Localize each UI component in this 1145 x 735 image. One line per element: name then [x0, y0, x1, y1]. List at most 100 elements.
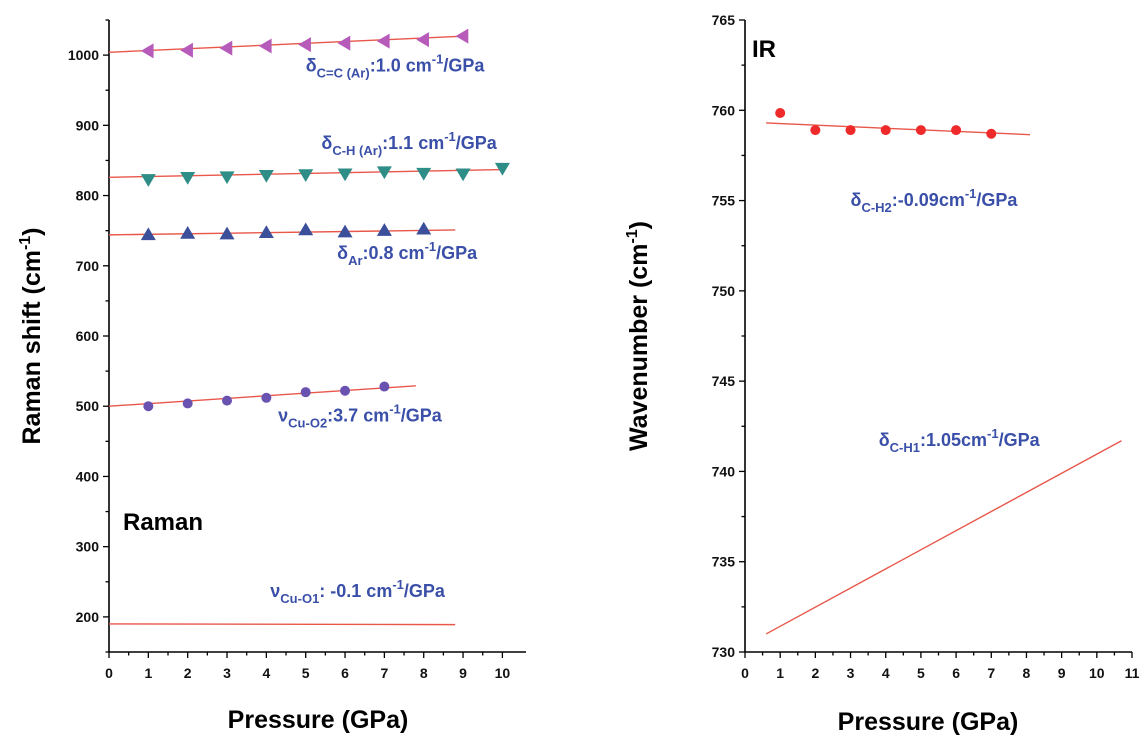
data-point-circle: [300, 387, 311, 398]
data-point-triangle: [416, 167, 432, 181]
annotation-subscript: Ar: [348, 253, 362, 268]
annotation-symbol: δ: [306, 55, 317, 75]
data-point-circle: [261, 392, 272, 403]
data-series: δC-H2:-0.09cm-1/GPa: [766, 107, 1031, 215]
annotation-subscript: C=C (Ar): [317, 65, 370, 80]
annotation-subscript: Cu-O2: [288, 416, 327, 431]
data-point-triangle: [298, 37, 311, 53]
slope-annotation: νCu-O2:3.7 cm-1/GPa: [278, 402, 443, 431]
annotation-symbol: δ: [879, 430, 890, 450]
y-tick-label: 700: [76, 258, 100, 274]
x-tick-label: 8: [1023, 665, 1031, 681]
annotation-subscript: C-H1: [890, 440, 920, 455]
x-tick-label: 1: [776, 665, 784, 681]
data-point-triangle: [180, 225, 196, 239]
y-tick-label: 1000: [68, 47, 99, 63]
annotation-symbol: ν: [278, 406, 288, 426]
data-point-circle: [845, 125, 856, 136]
x-tick-label: 0: [741, 665, 749, 681]
y-tick-label: 400: [76, 468, 100, 484]
data-point-circle: [986, 128, 997, 139]
y-tick-label: 735: [712, 554, 736, 570]
y-tick-label: 300: [76, 539, 100, 555]
linear-fit-line: [766, 122, 1031, 136]
x-tick-label: 3: [223, 665, 231, 681]
annotation-superscript: -1: [987, 426, 999, 441]
x-tick-label: 2: [184, 665, 192, 681]
x-tick-label: 3: [847, 665, 855, 681]
panel-label: Raman: [123, 509, 203, 536]
annotation-superscript: -1: [444, 129, 456, 144]
x-tick-label: 0: [105, 665, 113, 681]
data-point-triangle: [455, 168, 471, 182]
x-tick-label: 6: [952, 665, 960, 681]
annotation-unit: /GPa: [456, 133, 498, 153]
annotation-slope: : -0.1 cm: [319, 581, 392, 601]
x-tick-label: 5: [302, 665, 310, 681]
slope-annotation: δC-H1:1.05cm-1/GPa: [879, 426, 1041, 455]
data-point-triangle: [416, 221, 432, 235]
panel-label: IR: [752, 36, 776, 63]
data-point-triangle: [337, 35, 351, 51]
raman-panel: 0 1 2 3 4 5 6 7 8 9 10 200 300 400 500 600 700 800 900 1000…: [17, 19, 526, 734]
data-point-triangle: [258, 225, 274, 239]
data-point-triangle: [258, 38, 272, 54]
annotation-slope: :0.8 cm: [363, 243, 425, 263]
data-point-triangle: [219, 40, 233, 56]
data-point-triangle: [376, 223, 392, 236]
x-tick-label: 5: [917, 665, 925, 681]
data-point-triangle: [298, 169, 314, 182]
annotation-slope: :1.05cm: [920, 430, 987, 450]
data-point-triangle: [219, 226, 235, 240]
data-point-triangle: [376, 33, 390, 49]
data-point-triangle: [180, 172, 196, 185]
data-point-triangle: [416, 32, 429, 48]
annotation-unit: /GPa: [436, 243, 478, 263]
x-tick-label: 4: [262, 665, 270, 681]
annotation-superscript: -1: [965, 186, 977, 201]
x-tick-label: 6: [341, 665, 349, 681]
x-tick-label: 8: [420, 665, 428, 681]
x-tick-label: 10: [495, 665, 511, 681]
y-axis-title-group: Wavenumber (cm-1): [624, 221, 653, 451]
annotation-unit: /GPa: [443, 55, 485, 75]
linear-fit-line: [765, 440, 1122, 635]
y-axis-title-sup: -1: [17, 236, 34, 250]
data-point-triangle: [140, 174, 156, 187]
linear-fit-line: [108, 623, 456, 626]
x-tick-label: 7: [987, 665, 995, 681]
y-axis-title-close: ): [18, 227, 46, 235]
x-tick-label: 10: [1089, 665, 1105, 681]
y-tick-label: 740: [712, 463, 736, 479]
slope-annotation: νCu-O1: -0.1 cm-1/GPa: [270, 577, 446, 606]
slope-annotation: δC-H2:-0.09cm-1/GPa: [851, 186, 1019, 215]
ir-panel: 0 1 2 3 4 5 6 7 8 9 10 11 730 735 740 745 750 755 760 765 Pr…: [624, 12, 1140, 735]
annotation-symbol: δ: [321, 133, 332, 153]
annotation-slope: :-0.09cm: [892, 190, 965, 210]
annotation-superscript: -1: [425, 239, 437, 254]
data-point-circle: [951, 125, 962, 136]
slope-annotation: δC-H (Ar):1.1 cm-1/GPa: [321, 129, 497, 158]
annotation-slope: :3.7 cm: [327, 406, 389, 426]
linear-fit-line: [108, 229, 456, 236]
y-tick-label: 755: [712, 193, 736, 209]
annotation-unit: /GPa: [999, 430, 1041, 450]
y-tick-label: 900: [76, 117, 100, 133]
data-series: δAr:0.8 cm-1/GPa: [108, 221, 478, 268]
y-axis-title-sup: -1: [624, 229, 641, 243]
data-point-triangle: [140, 43, 154, 59]
data-series: δC=C (Ar):1.0 cm-1/GPa: [108, 28, 485, 80]
data-point-circle: [775, 107, 786, 118]
data-series: νCu-O2:3.7 cm-1/GPa: [108, 381, 443, 431]
x-tick-label: 7: [380, 665, 388, 681]
data-series: δC-H1:1.05cm-1/GPa: [765, 426, 1122, 635]
annotation-symbol: δ: [337, 243, 348, 263]
data-point-triangle: [298, 222, 314, 236]
x-tick-label: 9: [459, 665, 467, 681]
y-axis-title: Wavenumber (cm-1): [624, 221, 653, 451]
annotation-unit: /GPa: [401, 406, 443, 426]
y-tick-label: 500: [76, 398, 100, 414]
data-point-circle: [810, 125, 821, 136]
data-point-circle: [379, 381, 390, 392]
